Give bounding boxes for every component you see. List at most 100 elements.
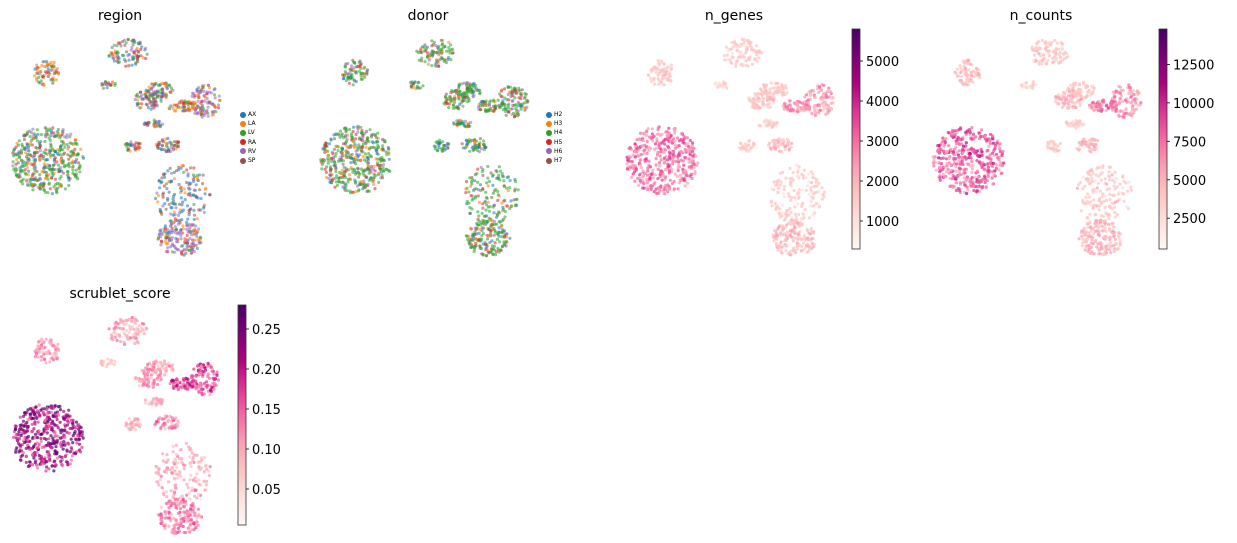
data-point <box>183 105 187 109</box>
data-point <box>71 171 75 175</box>
data-point <box>785 230 790 234</box>
data-point <box>825 89 830 93</box>
data-point <box>458 103 462 107</box>
data-point <box>33 157 38 161</box>
data-point <box>484 246 488 250</box>
data-point <box>968 128 972 132</box>
data-point <box>722 81 726 85</box>
data-point <box>477 219 481 223</box>
data-point <box>1049 141 1053 145</box>
data-point <box>203 192 207 196</box>
data-point <box>352 144 356 148</box>
data-point <box>801 241 805 245</box>
data-point <box>475 172 479 176</box>
data-point <box>477 238 481 242</box>
data-point <box>1040 38 1044 42</box>
data-point <box>739 141 743 146</box>
colorbar-tick-label: 2000 <box>866 175 899 190</box>
data-point <box>147 94 151 98</box>
data-point <box>1094 143 1098 147</box>
data-point <box>1083 184 1087 188</box>
data-point <box>519 97 523 101</box>
data-point <box>662 156 666 160</box>
data-point <box>158 120 162 124</box>
data-point <box>1130 105 1134 109</box>
data-point <box>478 88 482 92</box>
data-point <box>1123 112 1127 116</box>
data-point <box>1054 57 1058 61</box>
data-point <box>171 213 175 217</box>
data-point <box>939 166 943 170</box>
data-point <box>55 191 59 195</box>
data-point <box>354 80 358 84</box>
data-point <box>752 96 756 100</box>
data-point <box>772 101 776 105</box>
data-point <box>1063 50 1067 54</box>
data-point <box>481 104 485 108</box>
data-point <box>430 39 434 43</box>
data-point <box>826 103 830 108</box>
data-point <box>20 151 24 155</box>
data-point <box>368 170 373 174</box>
data-point <box>351 83 355 87</box>
data-point <box>815 108 819 112</box>
data-point <box>672 127 676 131</box>
data-point <box>75 175 79 179</box>
data-point <box>42 181 46 185</box>
data-point <box>1066 105 1070 109</box>
data-point <box>986 172 990 176</box>
data-point <box>65 133 69 137</box>
legend-label: RV <box>248 147 256 155</box>
data-point <box>196 230 200 234</box>
data-point <box>366 136 370 140</box>
data-point <box>478 223 482 227</box>
legend: AX LA LV RA RV SP <box>240 110 256 165</box>
data-point <box>460 82 464 86</box>
data-point <box>199 196 203 201</box>
data-point <box>75 157 79 162</box>
data-point <box>344 155 348 160</box>
data-point <box>136 60 140 64</box>
data-point <box>365 69 369 73</box>
data-point <box>961 144 965 148</box>
data-point <box>646 127 650 131</box>
data-point <box>974 135 978 139</box>
data-point <box>937 150 941 154</box>
data-point <box>32 177 36 181</box>
data-point <box>1038 46 1042 50</box>
data-point <box>774 141 778 145</box>
data-point <box>192 232 196 236</box>
data-point <box>967 68 971 72</box>
data-point <box>691 141 695 145</box>
data-point <box>193 94 197 98</box>
data-point <box>821 194 825 198</box>
data-point <box>326 158 331 163</box>
data-point <box>181 244 185 248</box>
data-point <box>970 167 974 171</box>
data-point <box>821 98 825 102</box>
data-point <box>109 83 113 87</box>
data-point <box>1130 91 1134 95</box>
data-point <box>138 146 142 150</box>
data-point <box>65 135 69 139</box>
data-point <box>993 146 997 150</box>
data-point <box>195 87 199 91</box>
data-point <box>354 132 358 137</box>
data-point <box>167 239 171 243</box>
data-point <box>686 141 690 146</box>
data-point <box>369 155 373 159</box>
data-point <box>365 175 369 180</box>
data-point <box>423 43 427 47</box>
data-point <box>1082 80 1086 84</box>
data-point <box>505 175 509 180</box>
data-point <box>19 158 24 162</box>
data-point <box>163 224 167 228</box>
data-point <box>654 191 659 195</box>
data-point <box>1069 83 1073 87</box>
data-point <box>955 150 959 154</box>
data-point <box>691 154 695 158</box>
data-point <box>501 175 505 179</box>
data-point <box>166 196 170 201</box>
data-point <box>153 83 157 87</box>
data-point <box>788 166 792 171</box>
